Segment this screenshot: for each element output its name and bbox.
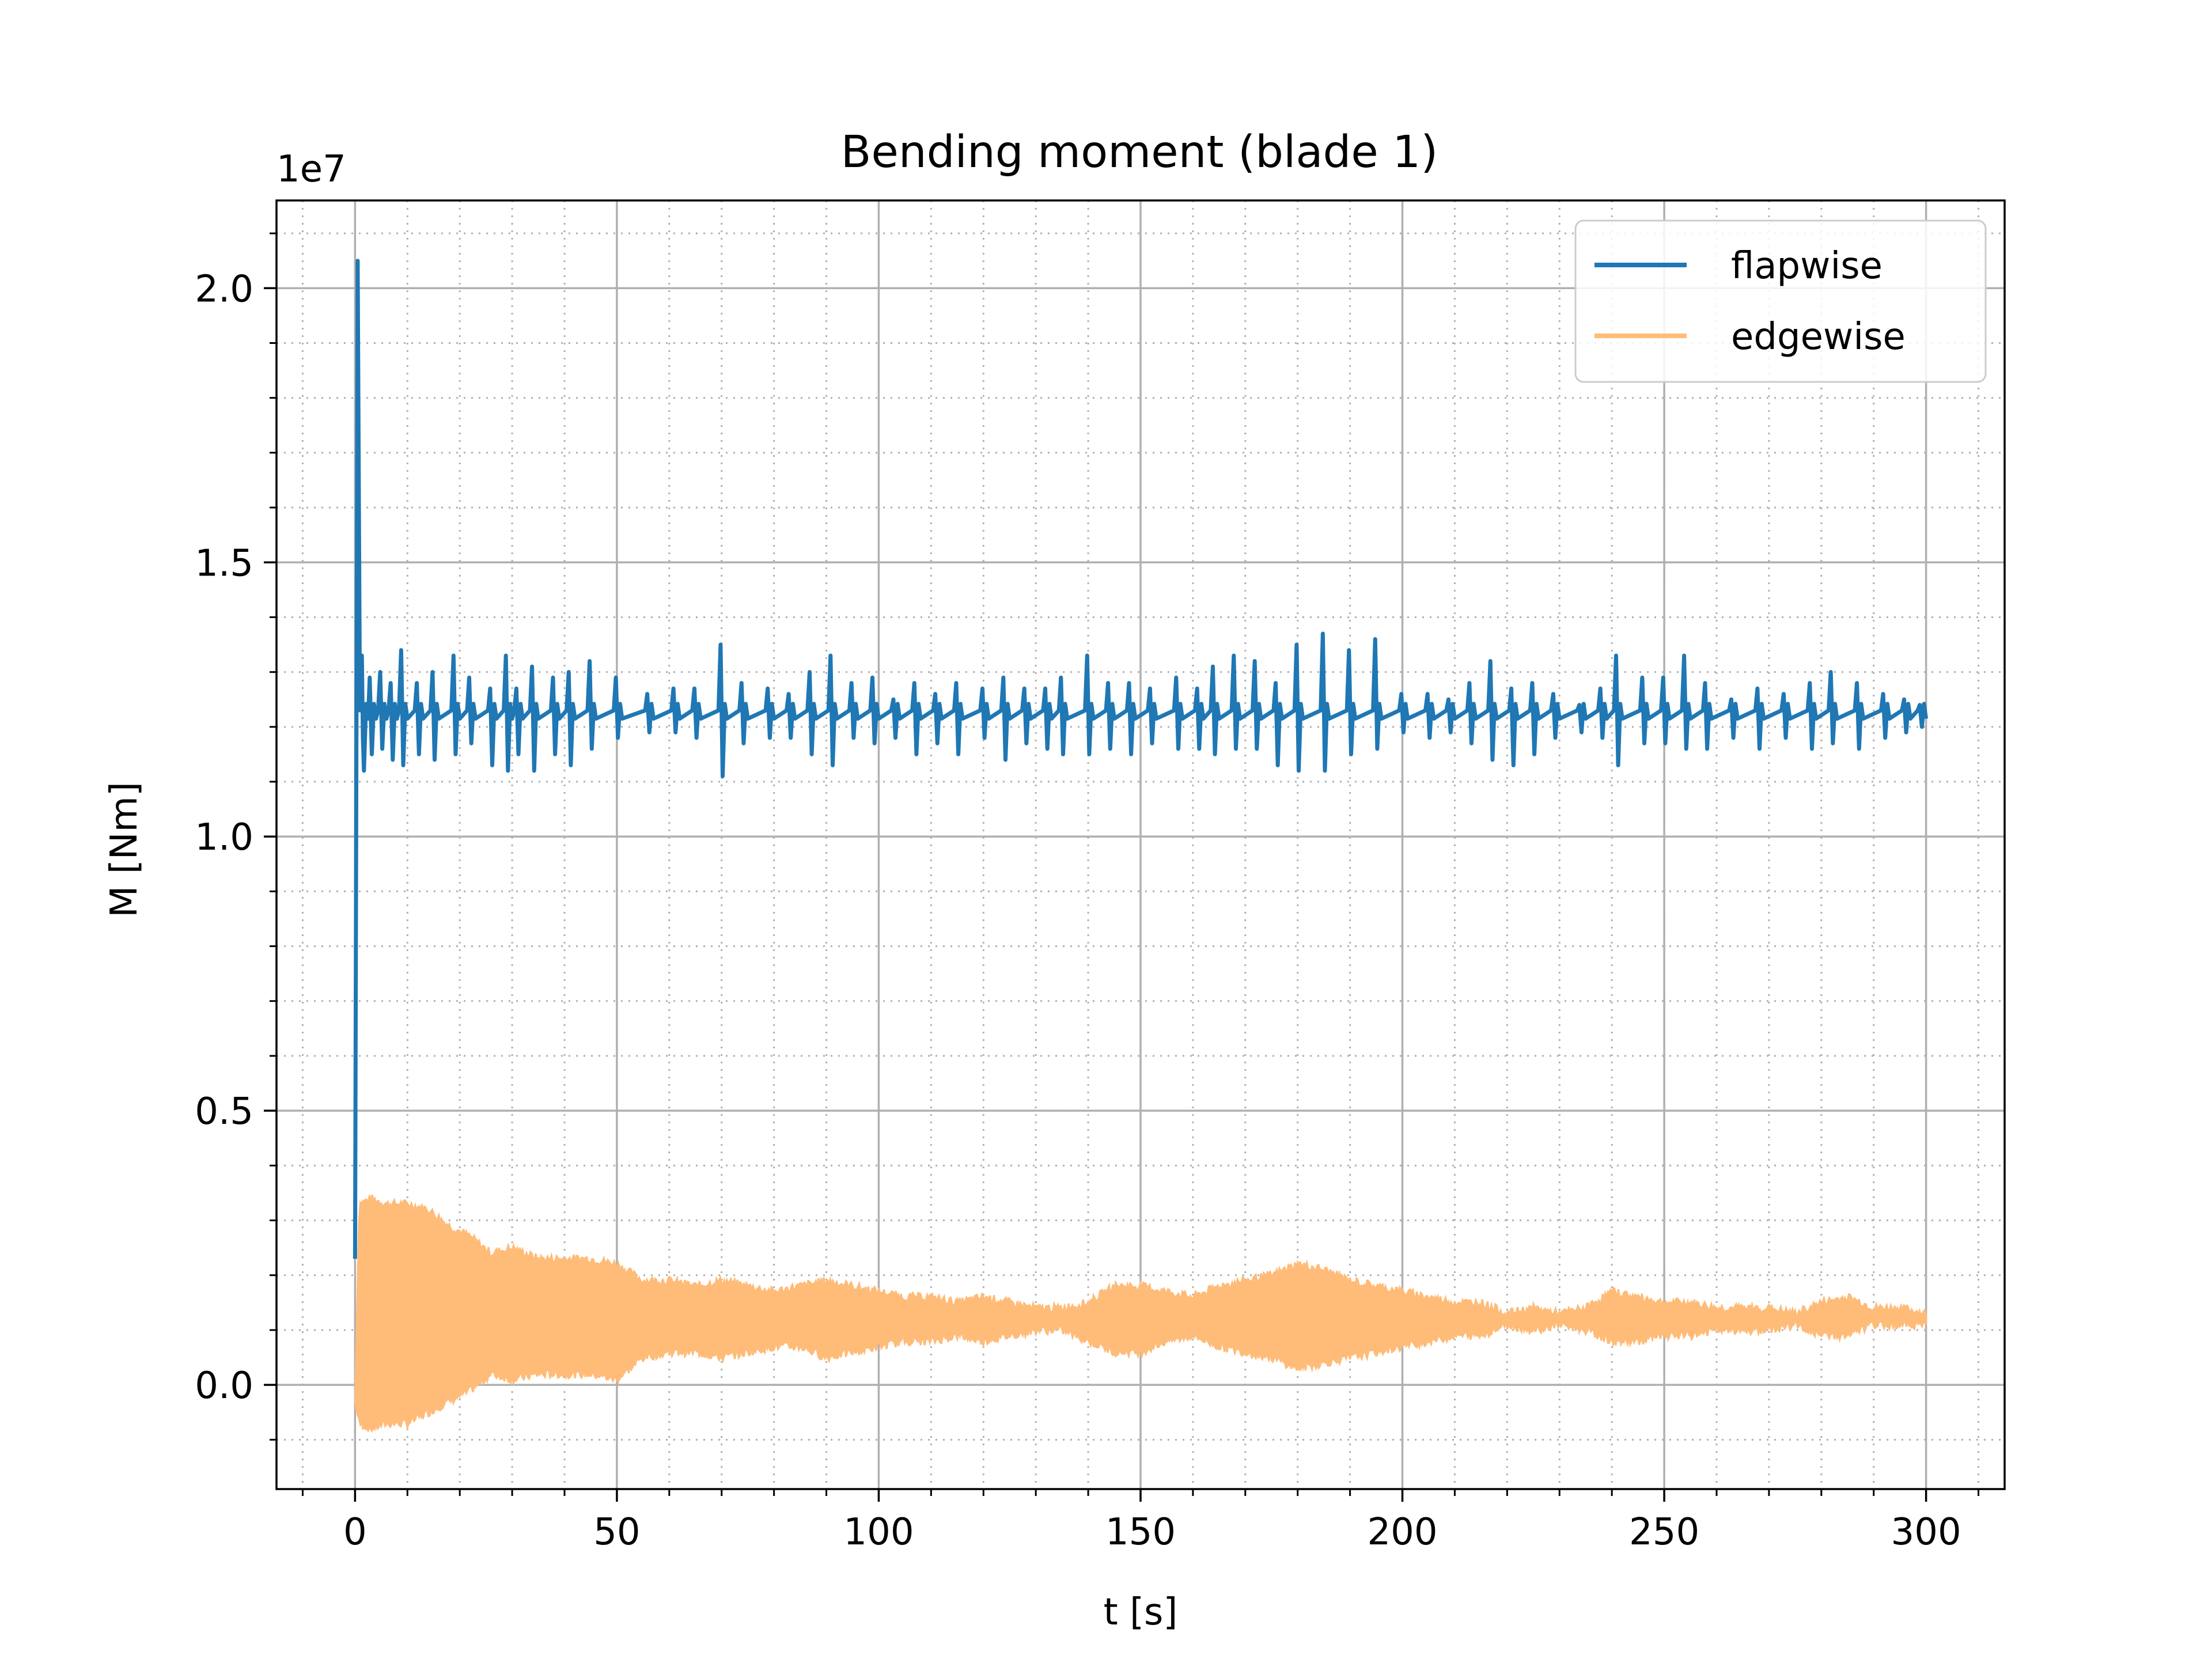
- x-tick-label: 200: [1367, 1511, 1437, 1554]
- x-tick-label: 300: [1891, 1511, 1961, 1554]
- x-tick-label: 100: [843, 1511, 914, 1554]
- chart-title: Bending moment (blade 1): [841, 127, 1438, 178]
- x-tick-label: 50: [593, 1511, 640, 1554]
- legend-label-flapwise: flapwise: [1731, 245, 1883, 287]
- legend-box: [1574, 219, 1987, 383]
- y-tick-label: 0.0: [195, 1365, 253, 1407]
- y-tick-label: 1.5: [195, 542, 253, 585]
- x-axis: 0 50 100 150 200 250 300: [301, 1489, 1980, 1554]
- series-layer: [353, 259, 1929, 1433]
- series-flapwise-line: [353, 259, 1929, 1259]
- x-tick-label: 0: [343, 1511, 367, 1554]
- y-tick-label: 2.0: [195, 268, 253, 310]
- x-tick-label: 250: [1629, 1511, 1699, 1554]
- legend: flapwise edgewise: [1574, 219, 1987, 383]
- y-axis: 0.0 0.5 1.0 1.5 2.0: [195, 232, 276, 1441]
- y-tick-label: 0.5: [195, 1090, 253, 1133]
- series-edgewise-band: [354, 1194, 1927, 1433]
- y-axis-label: M [Nm]: [103, 782, 146, 918]
- legend-label-edgewise: edgewise: [1731, 316, 1906, 358]
- x-tick-label: 150: [1105, 1511, 1176, 1554]
- y-offset-label: 1e7: [276, 148, 346, 191]
- y-tick-label: 1.0: [195, 816, 253, 859]
- x-axis-label: t [s]: [1104, 1591, 1178, 1634]
